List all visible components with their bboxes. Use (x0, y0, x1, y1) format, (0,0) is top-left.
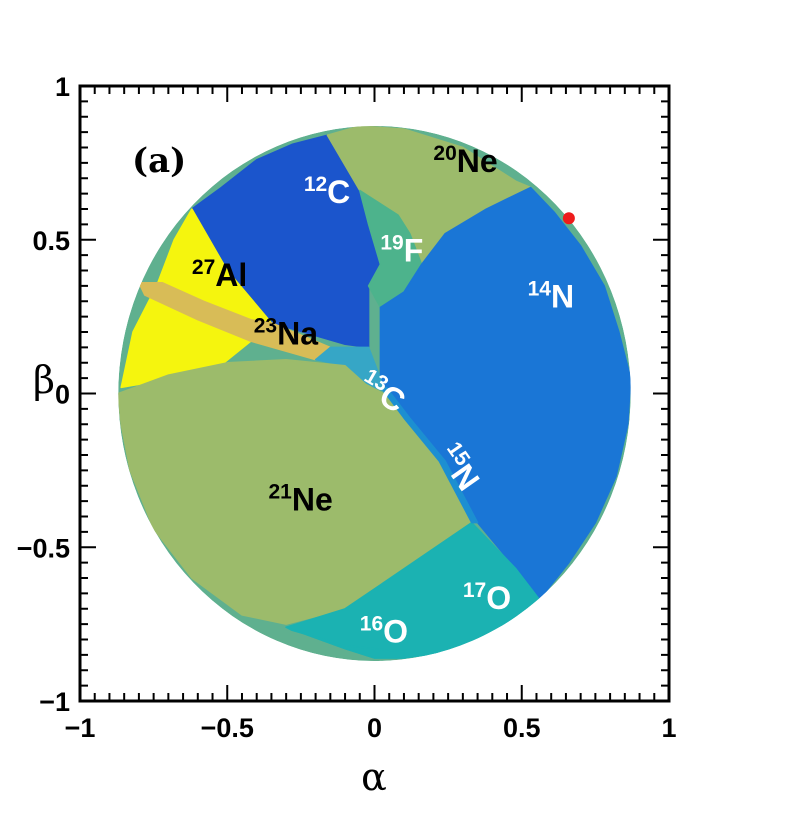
y-tick-label: 0 (55, 380, 70, 410)
region-23na (138, 282, 332, 361)
region-label-23na: 23Na (254, 314, 318, 351)
region-label-20ne: 20Ne (433, 142, 497, 179)
region-label-27al: 27Al (192, 256, 247, 293)
x-tick-label: −0.5 (201, 713, 254, 743)
region-label-17o: 17O (463, 579, 511, 616)
marker-point (562, 212, 575, 225)
tick-labels: −1 −0.5 0 0.5 1 −1 −0.5 0 0.5 1 (17, 72, 677, 743)
region-label-16o: 16O (360, 613, 408, 650)
region-label-14n: 14N (528, 277, 574, 314)
y-axis-title: β (33, 358, 55, 402)
region-label-19f: 19F (380, 231, 423, 268)
x-axis-title: α (361, 755, 387, 799)
y-tick-label: −1 (39, 687, 70, 717)
x-tick-label: −1 (65, 713, 96, 743)
x-tick-label: 1 (661, 713, 676, 743)
marker-layer (562, 212, 575, 225)
panel-label: (a) (132, 141, 186, 181)
axis-ticks (79, 85, 670, 702)
region-label-12c: 12C (304, 173, 350, 210)
y-tick-label: −0.5 (17, 533, 70, 563)
region-15n (382, 386, 479, 524)
y-tick-label: 0.5 (32, 226, 70, 256)
region-map (118, 125, 631, 662)
y-tick-label: 1 (55, 72, 70, 102)
x-tick-label: 0.5 (503, 713, 541, 743)
x-tick-label: 0 (367, 713, 382, 743)
region-16o (285, 626, 405, 659)
region-label-21ne: 21Ne (268, 480, 332, 517)
